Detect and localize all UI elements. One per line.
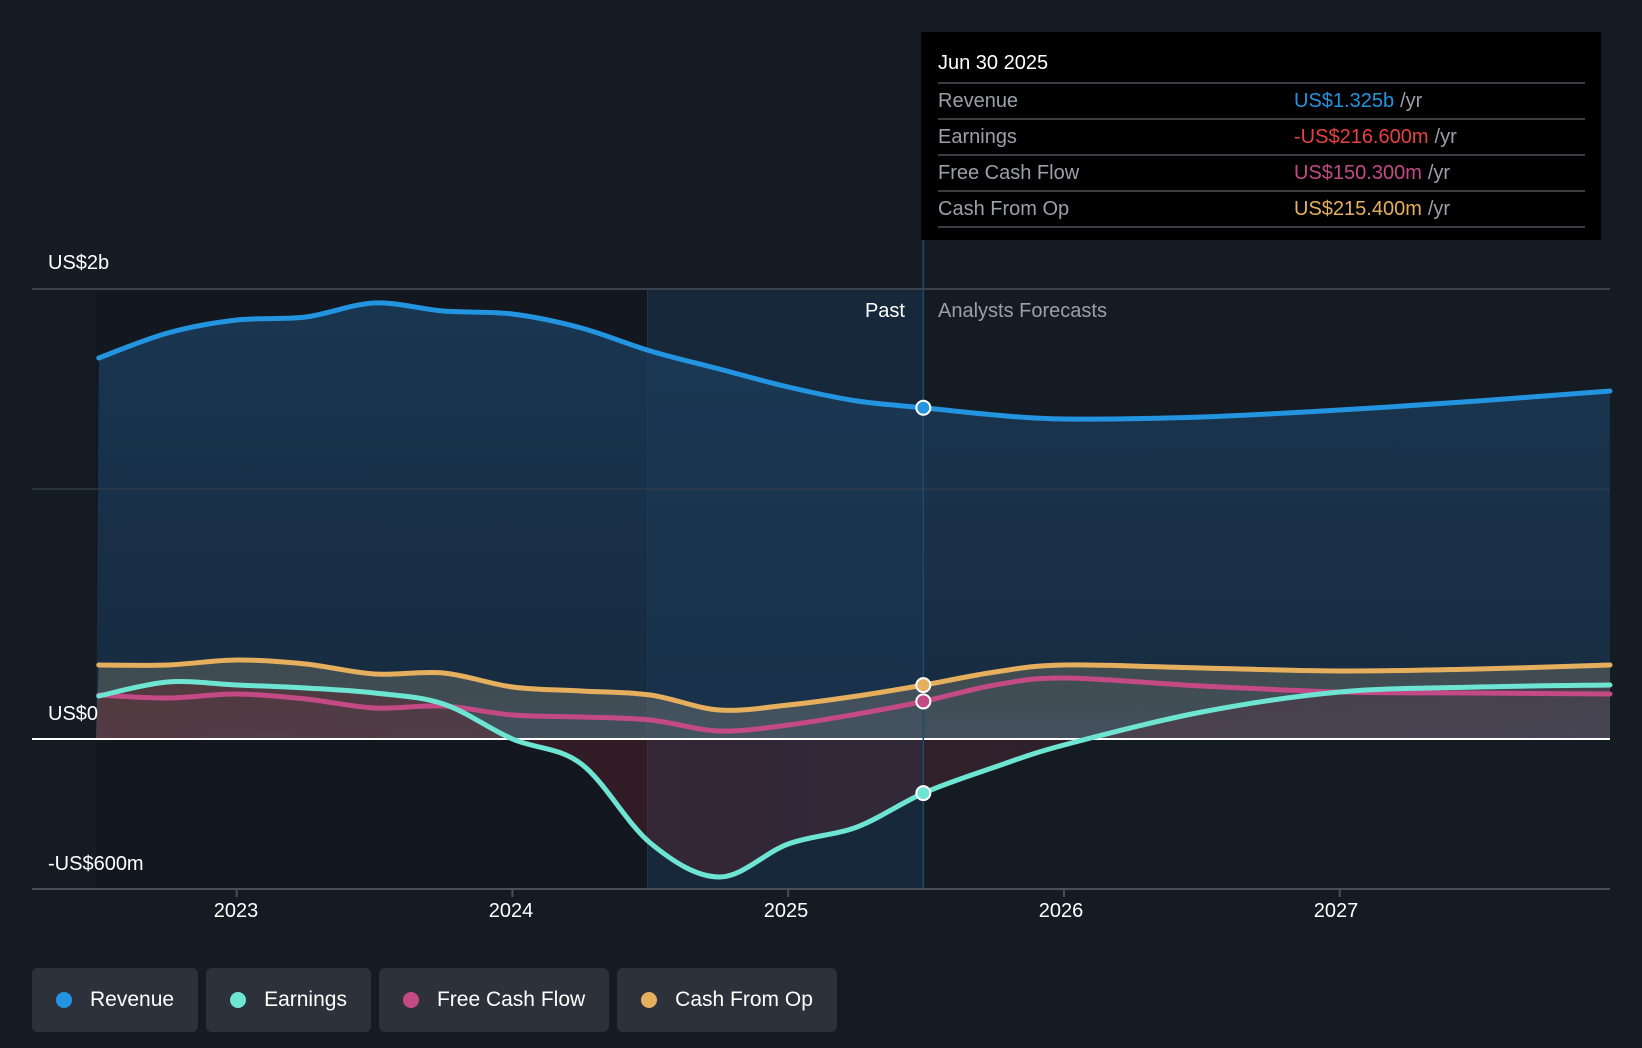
revenue-line xyxy=(96,300,1613,422)
earnings-dot-icon xyxy=(230,992,247,1008)
legend-label: Revenue xyxy=(90,988,175,1011)
tooltip-value: US$1.325b xyxy=(1294,89,1395,112)
cash-from-op-highlight-point xyxy=(915,677,932,694)
x-tick-label-2025: 2025 xyxy=(763,900,809,922)
tooltip-value: -US$216.600m xyxy=(1294,125,1429,148)
tooltip-row-cfo: Cash From Op US$215.400m /yr xyxy=(938,192,1585,228)
y-label-bottom: -US$600m xyxy=(48,853,144,875)
earnings-highlight-point xyxy=(915,785,932,802)
tooltip-label: Revenue xyxy=(938,89,1019,112)
x-tick-label-2026: 2026 xyxy=(1038,900,1084,922)
tooltip: Jun 30 2025 Revenue US$1.325b /yr Earnin… xyxy=(921,32,1601,240)
tooltip-unit: /yr xyxy=(1427,197,1451,220)
tooltip-row-fcf: Free Cash Flow US$150.300m /yr xyxy=(938,156,1585,192)
tooltip-unit: /yr xyxy=(1434,125,1457,148)
legend-item-cash-from-op[interactable]: Cash From Op xyxy=(617,968,837,1032)
tooltip-row-earnings: Earnings -US$216.600m /yr xyxy=(938,120,1585,156)
cash-from-op-line xyxy=(96,657,1613,713)
tooltip-unit: /yr xyxy=(1427,161,1451,184)
revenue-highlight-point xyxy=(915,399,932,416)
y-label-zero: US$0 xyxy=(48,703,99,725)
free-cash-flow-line xyxy=(96,675,1613,734)
earnings-area xyxy=(96,681,1610,878)
cash-from-op-dot-icon xyxy=(641,992,658,1008)
tooltip-value: US$215.400m xyxy=(1294,197,1422,220)
legend-item-free-cash-flow[interactable]: Free Cash Flow xyxy=(378,968,610,1032)
y-label-top: US$2b xyxy=(48,252,110,274)
revenue-area xyxy=(96,302,1610,739)
earnings-line xyxy=(96,679,1613,880)
x-tick-label-2027: 2027 xyxy=(1313,900,1359,922)
tooltip-label: Earnings xyxy=(938,125,1017,148)
tooltip-label: Cash From Op xyxy=(938,197,1070,220)
free-cash-flow-highlight-point xyxy=(915,693,932,710)
tooltip-label: Free Cash Flow xyxy=(938,161,1080,184)
analysts-forecasts-label: Analysts Forecasts xyxy=(938,300,1107,322)
legend-label: Free Cash Flow xyxy=(436,988,586,1011)
x-tick-label-2023: 2023 xyxy=(213,900,259,922)
tooltip-row-revenue: Revenue US$1.325b /yr xyxy=(938,84,1585,120)
tooltip-value: US$150.300m xyxy=(1294,161,1422,184)
past-label: Past xyxy=(864,300,905,322)
tooltip-date: Jun 30 2025 xyxy=(938,48,1585,84)
legend-item-revenue[interactable]: Revenue xyxy=(32,968,199,1032)
legend: Revenue Earnings Free Cash Flow Cash Fro… xyxy=(32,968,837,1032)
legend-label: Cash From Op xyxy=(675,988,813,1011)
free-cash-flow-dot-icon xyxy=(402,992,419,1008)
revenue-dot-icon xyxy=(56,992,72,1008)
legend-item-earnings[interactable]: Earnings xyxy=(206,968,371,1032)
x-tick-label-2024: 2024 xyxy=(488,900,534,922)
legend-label: Earnings xyxy=(264,988,347,1011)
tooltip-unit: /yr xyxy=(1400,89,1423,112)
